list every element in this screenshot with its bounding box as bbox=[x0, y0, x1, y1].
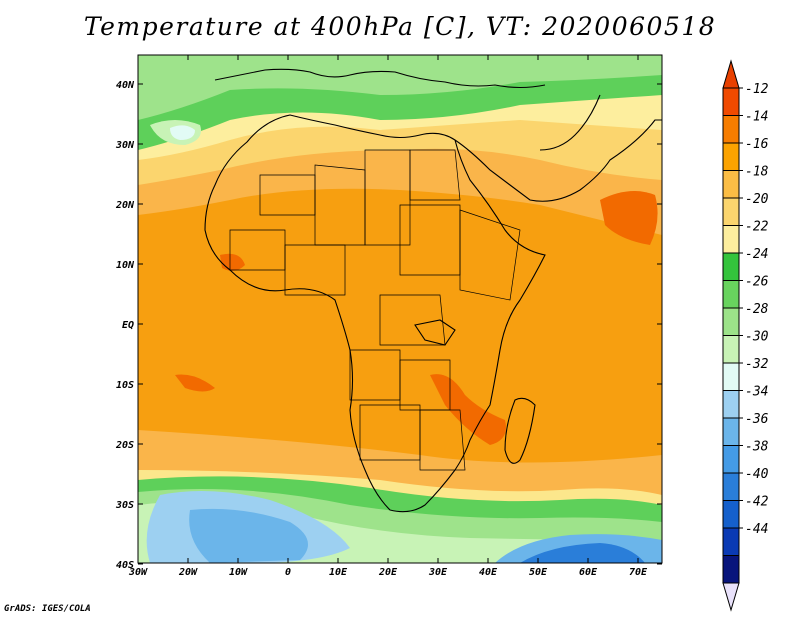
colorbar-swatch bbox=[722, 142, 740, 171]
lon-tick-label: 30W bbox=[128, 567, 148, 578]
colorbar-label: -18 bbox=[745, 165, 769, 180]
lat-tick-label: 40S bbox=[116, 560, 134, 571]
colorbar-swatch bbox=[722, 445, 740, 474]
lat-tick-label: 10N bbox=[116, 260, 135, 271]
colorbar-label: -28 bbox=[745, 302, 769, 317]
lat-tick-label: 20N bbox=[115, 200, 135, 211]
colorbar-swatch bbox=[722, 252, 740, 281]
colorbar-swatch bbox=[722, 225, 740, 254]
colorbar-swatch bbox=[722, 170, 740, 199]
colorbar-swatch bbox=[722, 280, 740, 309]
map-title: Temperature at 400hPa [C], VT: 202006051… bbox=[83, 12, 717, 41]
east-africa-warm bbox=[430, 374, 506, 445]
colorbar-label: -16 bbox=[745, 137, 769, 152]
temperature-field bbox=[138, 55, 662, 563]
colorbar-label: -42 bbox=[745, 495, 769, 510]
lon-tick-label: 10E bbox=[329, 567, 348, 578]
colorbar-swatch bbox=[722, 472, 740, 501]
colorbar-label: -22 bbox=[745, 220, 769, 235]
lon-tick-label: 70E bbox=[629, 567, 648, 578]
colorbar-swatch bbox=[722, 335, 740, 364]
lat-tick-label: 30N bbox=[115, 140, 135, 151]
atlantic-warm-streak bbox=[175, 374, 215, 392]
lon-tick-label: 20W bbox=[178, 567, 198, 578]
colorbar-label: -36 bbox=[745, 412, 769, 427]
colorbar-top-arrow bbox=[722, 59, 740, 89]
nw-cold-core bbox=[170, 125, 195, 140]
colorbar-swatch bbox=[722, 197, 740, 226]
country-borders bbox=[229, 149, 521, 471]
colorbar-label: -40 bbox=[745, 467, 769, 482]
colorbar-label: -44 bbox=[745, 522, 768, 537]
south-atlantic-colder bbox=[189, 508, 308, 563]
colorbar-label: -14 bbox=[745, 110, 768, 125]
lon-tick-label: 10W bbox=[229, 567, 248, 578]
lon-tick-label: 20E bbox=[378, 567, 398, 578]
colorbar-label: -12 bbox=[745, 82, 769, 97]
arabian-sea-warm bbox=[600, 191, 658, 245]
lat-tick-label: 40N bbox=[116, 80, 135, 91]
colorbar-label: -30 bbox=[745, 330, 769, 345]
south-indian-colder bbox=[520, 543, 645, 563]
lon-tick-label: 0 bbox=[285, 567, 291, 578]
colorbar-label: -24 bbox=[745, 247, 768, 262]
colorbar-label: -34 bbox=[745, 385, 768, 400]
colorbar-swatch bbox=[722, 500, 740, 529]
colorbar-label: -20 bbox=[745, 192, 769, 207]
colorbar-swatch bbox=[722, 115, 740, 144]
map-frame bbox=[137, 54, 663, 564]
colorbar-bottom-arrow bbox=[722, 582, 740, 612]
colorbar-label: -38 bbox=[745, 440, 769, 455]
colorbar-label: -32 bbox=[745, 357, 769, 372]
lat-tick-label: 30S bbox=[115, 500, 134, 511]
axis-ticks: 30W 20W 10W 0 10E 20E 30E 40E 50E 60E 70E 40N 30N 20N… bbox=[115, 55, 662, 578]
lon-tick-label: 50E bbox=[529, 567, 548, 578]
lat-tick-label: 20S bbox=[115, 440, 134, 451]
lat-tick-label: EQ bbox=[122, 320, 134, 331]
colorbar-swatch bbox=[722, 390, 740, 419]
colorbar-swatch bbox=[722, 527, 740, 556]
lon-tick-label: 60E bbox=[579, 567, 598, 578]
colorbar-swatch bbox=[722, 362, 740, 391]
credit-text: GrADS: IGES/COLA bbox=[4, 604, 91, 614]
lat-tick-label: 10S bbox=[116, 380, 134, 391]
colorbar-swatch bbox=[722, 87, 740, 116]
colorbar-swatch bbox=[722, 555, 740, 584]
lon-tick-label: 30E bbox=[428, 567, 448, 578]
colorbar: -12 -14 -16 -18 -20 -22 -24 -26 -28 -30 -32 -34 -36 -… bbox=[722, 59, 769, 612]
colorbar-swatch bbox=[722, 417, 740, 446]
lon-tick-label: 40E bbox=[479, 567, 498, 578]
north-light-green bbox=[138, 55, 662, 120]
colorbar-label: -26 bbox=[745, 275, 769, 290]
colorbar-swatch bbox=[722, 307, 740, 336]
